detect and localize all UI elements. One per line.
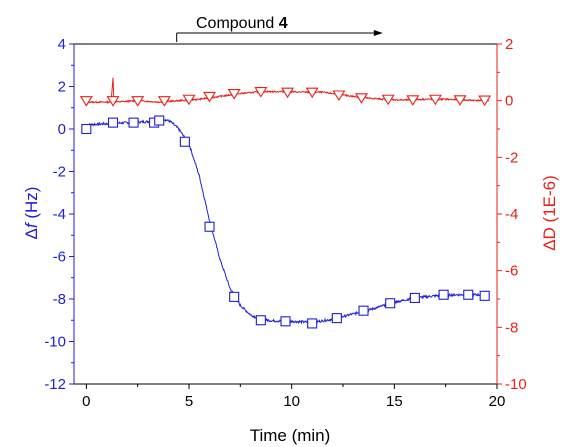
left-y-tick-label: -4: [53, 206, 66, 223]
dissipation-marker: [182, 94, 196, 106]
right-y-tick-label: -6: [505, 263, 518, 280]
left-y-tick-label: -8: [53, 291, 66, 308]
right-y-axis-title: ΔD (1E-6): [540, 175, 559, 251]
right-y-tick-label: -10: [505, 376, 527, 393]
dissipation-marker: [157, 96, 171, 107]
left-y-tick-label: 2: [58, 79, 66, 96]
frequency-marker: [409, 292, 420, 303]
frequency-line: [86, 116, 490, 325]
x-axis-title: Time (min): [250, 426, 331, 445]
frequency-marker: [107, 117, 119, 128]
dissipation-marker: [281, 87, 295, 99]
frequency-marker: [154, 115, 165, 126]
annotation-arrow-head: [373, 30, 383, 36]
annotation-arrow: [176, 30, 383, 42]
left-y-tick-label: -2: [53, 164, 66, 181]
left-y-axis-title: Δf (Hz): [22, 187, 41, 240]
frequency-marker: [307, 318, 318, 329]
x-tick-label: 15: [386, 393, 403, 410]
x-tick-label: 5: [185, 393, 193, 410]
frequency-marker: [385, 298, 396, 309]
right-y-tick-label: 0: [505, 93, 513, 110]
right-y-tick-label: -2: [505, 149, 518, 166]
frequency-marker: [204, 221, 215, 232]
frequency-marker: [280, 316, 291, 327]
x-tick-label: 10: [283, 393, 300, 410]
right-y-tick-label: 2: [505, 36, 513, 53]
x-tick-label: 20: [489, 393, 506, 410]
series-layer: [79, 77, 492, 329]
dissipation-marker: [254, 87, 268, 98]
frequency-marker: [479, 290, 490, 301]
dissipation-marker: [478, 95, 492, 107]
left-y-tick-label: 4: [58, 36, 66, 53]
frequency-marker: [438, 289, 449, 300]
dissipation-marker: [406, 95, 420, 106]
frequency-marker: [463, 289, 474, 300]
dissipation-marker: [428, 94, 442, 106]
annotation-text: Compound 4: [196, 15, 288, 32]
compound-annotation: Compound 4: [176, 15, 383, 42]
frequency-marker: [331, 313, 342, 324]
right-y-tick-label: -4: [505, 206, 518, 223]
dissipation-marker: [203, 91, 217, 103]
frequency-marker: [358, 305, 369, 316]
dissipation-marker: [106, 96, 120, 107]
x-tick-label: 0: [82, 393, 90, 410]
dissipation-marker: [227, 89, 241, 100]
frequency-marker: [81, 123, 92, 135]
frequency-series: [81, 115, 490, 329]
right-y-tick-label: -8: [505, 319, 518, 336]
frequency-marker: [229, 291, 240, 302]
dissipation-marker: [381, 94, 395, 106]
dissipation-marker: [305, 87, 319, 99]
dissipation-marker: [354, 93, 368, 104]
left-y-tick-label: -10: [44, 334, 66, 351]
frequency-marker: [128, 117, 139, 128]
frequency-marker: [179, 136, 190, 147]
frequency-marker: [255, 315, 266, 326]
dissipation-marker: [79, 96, 93, 107]
left-y-tick-label: 0: [58, 121, 66, 138]
left-y-tick-label: -6: [53, 249, 66, 266]
dissipation-marker: [131, 96, 145, 107]
axis-ticks: 0 5 10 15 20 -12 -10 -8 -6 -4 -2 0 2 4 -10 -8 -6 -4 -2 0 2: [44, 36, 526, 410]
dissipation-series: [79, 77, 492, 107]
dissipation-marker: [453, 95, 467, 106]
dissipation-marker: [332, 90, 346, 102]
left-y-tick-label: -12: [44, 376, 66, 393]
